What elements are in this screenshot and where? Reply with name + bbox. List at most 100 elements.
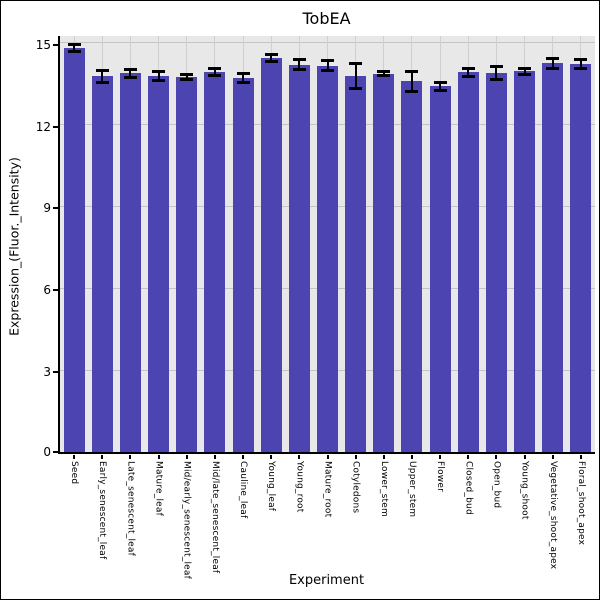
error-cap-bottom (518, 72, 532, 76)
bar-young-root (288, 64, 310, 452)
chart-title: TobEA (302, 9, 351, 28)
x-tick-mark (495, 455, 498, 459)
error-cap-top (461, 66, 475, 70)
error-cap-bottom (405, 89, 419, 93)
error-cap-bottom (574, 66, 588, 70)
error-cap-bottom (180, 77, 194, 81)
x-tick-label-mid-late-senescent-leaf: Mid/late_senescent_leaf (209, 461, 220, 574)
x-tick-mark (73, 455, 76, 459)
y-tick-mark (53, 125, 58, 128)
bar-cauline-leaf (232, 78, 254, 452)
bar-open-bud (485, 73, 507, 452)
error-cap-top (123, 67, 137, 71)
x-tick-mark (354, 455, 357, 459)
error-cap-bottom (236, 81, 250, 85)
y-tick-mark (53, 207, 58, 210)
error-cap-top (264, 53, 278, 57)
error-cap-top (574, 57, 588, 61)
bar-upper-stem (401, 81, 423, 452)
error-cap-bottom (546, 66, 560, 70)
bar-young-shoot (514, 71, 536, 452)
x-tick-mark (439, 455, 442, 459)
x-tick-mark (298, 455, 301, 459)
y-tick-mark (53, 289, 58, 292)
error-whisker (579, 59, 582, 69)
error-cap-top (405, 69, 419, 73)
y-tick-label: 15 (35, 37, 51, 52)
x-tick-label-cotyledons: Cotyledons (350, 461, 361, 514)
error-cap-bottom (433, 88, 447, 92)
error-cap-top (152, 69, 166, 73)
error-cap-top (433, 81, 447, 85)
error-whisker (382, 71, 385, 76)
error-whisker (298, 59, 301, 70)
bar-mid-early-senescent-leaf (176, 76, 198, 452)
error-whisker (129, 69, 132, 78)
error-whisker (157, 71, 160, 81)
error-whisker (439, 82, 442, 91)
error-whisker (467, 68, 470, 77)
x-tick-label-upper-stem: Upper_stem (406, 461, 417, 518)
x-tick-label-mid-early-senescent-leaf: Mid/early_senescent_leaf (181, 461, 192, 579)
x-tick-mark (185, 455, 188, 459)
x-tick-mark (129, 455, 132, 459)
plot-panel (58, 36, 595, 454)
bar-closed-bud (457, 72, 479, 452)
bar-mature-leaf (148, 75, 170, 452)
x-tick-label-mature-leaf: Mature_leaf (153, 461, 164, 516)
error-whisker (495, 66, 498, 80)
y-tick-mark (53, 43, 58, 46)
error-cap-bottom (208, 74, 222, 78)
y-tick-label: 3 (43, 365, 51, 380)
x-tick-label-open-bud: Open_bud (491, 461, 502, 509)
x-tick-mark (270, 455, 273, 459)
x-tick-label-mature-root: Mature_root (322, 461, 333, 518)
x-tick-label-young-shoot: Young_shoot (519, 461, 530, 520)
error-whisker (73, 44, 76, 52)
bar-young-leaf (260, 58, 282, 452)
error-cap-top (292, 57, 306, 61)
error-cap-bottom (489, 78, 503, 82)
error-cap-top (377, 70, 391, 74)
x-tick-mark (523, 455, 526, 459)
y-tick-label: 0 (43, 445, 51, 459)
x-tick-mark (101, 455, 104, 459)
bar-mature-root (317, 65, 338, 452)
x-tick-label-floral-shoot-apex: Floral_shoot_apex (575, 461, 586, 546)
error-whisker (410, 71, 413, 92)
error-whisker (101, 70, 104, 83)
error-cap-top (321, 59, 334, 63)
bar-late-senescent-leaf (119, 73, 141, 452)
error-cap-bottom (123, 75, 137, 79)
bar-early-senescent-leaf (91, 76, 113, 452)
x-tick-label-cauline-leaf: Cauline_leaf (238, 461, 249, 519)
error-cap-top (546, 56, 560, 60)
x-tick-mark (157, 455, 160, 459)
error-cap-top (489, 64, 503, 68)
error-whisker (326, 60, 329, 71)
bar-mid-late-senescent-leaf (204, 72, 226, 452)
bar-seed (63, 48, 85, 452)
error-whisker (242, 73, 245, 83)
x-tick-mark (326, 455, 329, 459)
bar-vegetative-shoot-apex (542, 63, 564, 452)
x-tick-label-vegetative-shoot-apex: Vegetative_shoot_apex (547, 461, 558, 570)
bar-lower-stem (373, 73, 395, 452)
x-tick-mark (579, 455, 582, 459)
error-whisker (551, 58, 554, 69)
x-tick-label-flower: Flower (435, 461, 446, 492)
error-cap-top (236, 71, 250, 75)
error-cap-bottom (461, 74, 475, 78)
error-cap-top (208, 66, 222, 70)
error-cap-bottom (292, 68, 306, 72)
error-cap-top (518, 66, 532, 70)
x-axis-title: Experiment (288, 573, 365, 588)
error-cap-bottom (377, 74, 391, 78)
x-tick-mark (551, 455, 554, 459)
x-tick-label-closed-bud: Closed_bud (463, 461, 474, 515)
error-cap-bottom (321, 69, 334, 73)
y-axis-title: Expression_(Fluor._Intensity) (6, 157, 22, 336)
error-whisker (270, 54, 273, 62)
y-tick-label: 6 (43, 283, 51, 298)
